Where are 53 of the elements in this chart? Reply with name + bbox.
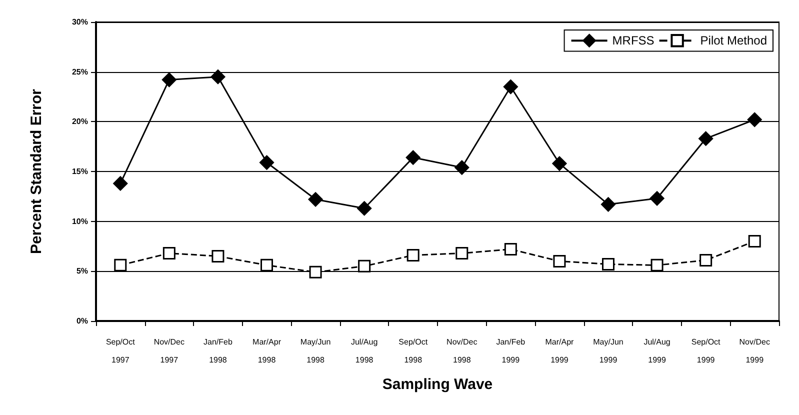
- point: [162, 72, 176, 88]
- point: [406, 150, 420, 165]
- point: [602, 258, 614, 270]
- point: [260, 258, 273, 272]
- point: [456, 246, 468, 260]
- point: [309, 266, 322, 278]
- x-tick-label: Sep/Oct 1998: [398, 338, 428, 364]
- x-tick-label: Nov/Dec 1999: [739, 338, 770, 364]
- point: [698, 131, 714, 146]
- y-axis-title: Percent Standard Error: [28, 88, 45, 254]
- point: [747, 112, 762, 127]
- point: [113, 176, 128, 191]
- point: [162, 246, 176, 260]
- point: [650, 258, 664, 272]
- x-tick-label: May/Jun 1999: [593, 338, 624, 364]
- x-tick-label: Nov/Dec 1997: [154, 338, 185, 364]
- x-tick-label: May/Jun 1998: [300, 338, 331, 364]
- point: [260, 155, 274, 170]
- point: [700, 254, 712, 266]
- y-tick-label: 20%: [72, 117, 88, 126]
- point: [454, 160, 470, 175]
- point: [504, 242, 517, 256]
- x-tick-label: Mar/Apr 1998: [252, 338, 282, 364]
- point: [212, 250, 224, 262]
- point: [650, 191, 664, 206]
- point: [748, 235, 761, 248]
- point: [357, 201, 372, 216]
- x-axis-title: Sampling Wave: [382, 376, 493, 393]
- x-tick-label: Jul/Aug 1999: [644, 338, 670, 364]
- y-tick-label: 0%: [76, 316, 88, 326]
- y-tick-label: 10%: [72, 216, 88, 226]
- point: [503, 80, 518, 94]
- x-tick-label: Jan/Feb 1998: [204, 338, 233, 364]
- y-tick-label: 5%: [76, 266, 88, 276]
- legend-label: MRFSS: [612, 34, 654, 48]
- y-tick-label: 25%: [72, 67, 88, 76]
- point: [406, 248, 420, 262]
- x-tick-label: Sep/Oct 1999: [691, 338, 722, 364]
- y-tick-label: 30%: [72, 18, 88, 26]
- legend-label: Pilot Method: [700, 34, 767, 48]
- point: [210, 70, 226, 84]
- point: [358, 260, 371, 272]
- x-tick-label: Mar/Apr 1999: [545, 338, 574, 364]
- point: [114, 258, 127, 272]
- point: [601, 197, 616, 212]
- point: [308, 192, 323, 207]
- y-tick-label: 15%: [72, 167, 88, 176]
- x-tick-label: Jan/Feb 1999: [496, 338, 526, 364]
- point: [553, 254, 566, 268]
- x-tick-label: Sep/Oct 1997: [106, 338, 136, 364]
- point: [552, 156, 567, 171]
- x-tick-label: Jul/Aug 1998: [350, 338, 378, 364]
- x-tick-label: Nov/Dec 1998: [446, 338, 478, 364]
